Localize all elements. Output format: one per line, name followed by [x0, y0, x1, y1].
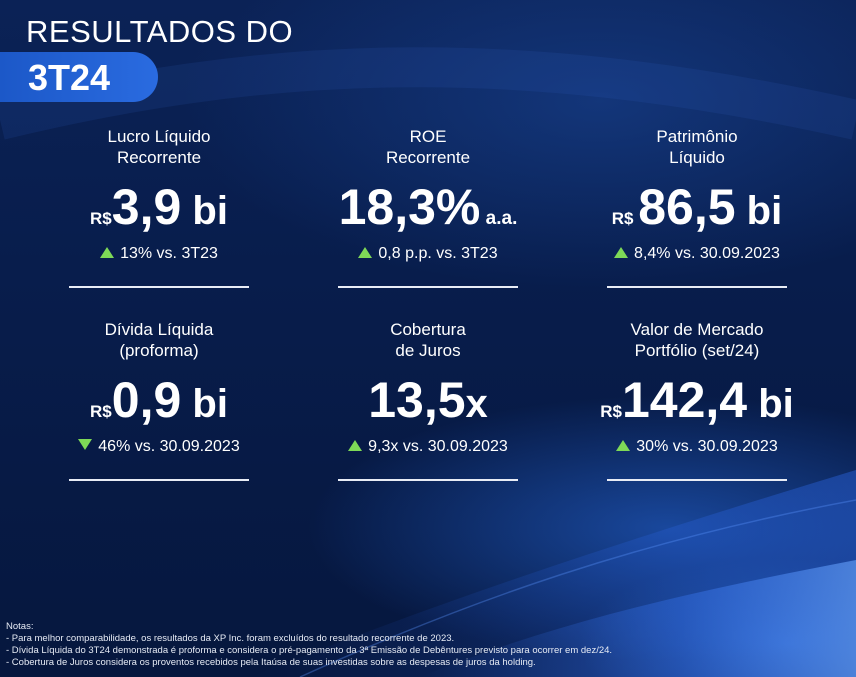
metric-divida-liquida: Dívida Líquida (proforma) R$0,9 bi 46% v… [34, 319, 284, 481]
metric-value: 18,3% a.a. [303, 178, 553, 236]
metric-currency-prefix: R$ [90, 402, 112, 421]
arrow-up-icon [348, 440, 363, 451]
arrow-up-icon [358, 247, 373, 258]
metric-change: 30% vs. 30.09.2023 [572, 437, 822, 457]
metric-unit: bi [181, 382, 228, 426]
metric-label-line-1: Valor de Mercado [630, 320, 764, 339]
metric-unit: bi [735, 189, 783, 233]
metric-valor-mercado: Valor de Mercado Portfólio (set/24) R$14… [572, 319, 822, 481]
metric-label: Lucro Líquido Recorrente [34, 126, 284, 170]
metric-roe: ROE Recorrente 18,3% a.a. 0,8 p.p. vs. 3… [303, 126, 553, 288]
metric-value: R$3,9 bi [34, 178, 284, 236]
metric-change-text: 0,8 p.p. vs. 3T23 [378, 245, 498, 262]
metric-currency-prefix: R$ [90, 209, 112, 228]
metric-divider [69, 479, 249, 481]
metric-label-line-2: Recorrente [116, 148, 202, 167]
metric-label: Cobertura de Juros [303, 319, 553, 363]
metric-change-text: 9,3x vs. 30.09.2023 [368, 438, 508, 455]
metric-value: R$142,4 bi [572, 371, 822, 429]
metric-label-line-2: (proforma) [119, 341, 199, 360]
metric-value: R$ 86,5 bi [572, 178, 822, 236]
metric-label-line-2: Portfólio (set/24) [634, 341, 760, 360]
metric-unit: bi [181, 189, 228, 233]
arrow-down-icon [78, 439, 93, 450]
metric-label-line-1: Dívida Líquida [104, 320, 214, 339]
footnotes-heading: Notas: [6, 621, 34, 632]
metric-label: Dívida Líquida (proforma) [34, 319, 284, 363]
metric-suffix: a.a. [480, 208, 518, 229]
metric-lucro-liquido: Lucro Líquido Recorrente R$3,9 bi 13% vs… [34, 126, 284, 288]
footnote-item: - Cobertura de Juros considera os proven… [6, 657, 536, 668]
metric-cobertura-juros: Cobertura de Juros 13,5x 9,3x vs. 30.09.… [303, 319, 553, 481]
metric-label-line-1: Lucro Líquido [107, 127, 211, 146]
metric-number: 3,9 [111, 179, 182, 235]
metric-number: 0,9 [111, 372, 182, 428]
metric-change-text: 30% vs. 30.09.2023 [636, 438, 778, 455]
metric-label-line-2: Recorrente [385, 148, 471, 167]
metric-change-text: 46% vs. 30.09.2023 [98, 438, 240, 455]
metric-label: ROE Recorrente [303, 126, 553, 170]
title-line-2: 3T24 [28, 57, 111, 98]
metric-label-line-2: Líquido [669, 148, 725, 167]
metric-divider [607, 286, 787, 288]
metric-label: Valor de Mercado Portfólio (set/24) [572, 319, 822, 363]
metric-unit: x [465, 382, 488, 426]
footnote-item: - Dívida Líquida do 3T24 demonstrada é p… [6, 645, 613, 656]
metric-patrimonio-liquido: Patrimônio Líquido R$ 86,5 bi 8,4% vs. 3… [572, 126, 822, 288]
metric-value: R$0,9 bi [34, 371, 284, 429]
metric-number: 142,4 [621, 372, 748, 428]
arrow-up-icon [614, 247, 629, 258]
metric-change-text: 8,4% vs. 30.09.2023 [634, 245, 780, 262]
metric-label: Patrimônio Líquido [572, 126, 822, 170]
metric-value: 13,5x [303, 371, 553, 429]
metric-change-text: 13% vs. 3T23 [120, 245, 218, 262]
metric-change: 46% vs. 30.09.2023 [34, 437, 284, 457]
metric-number: 13,5 [368, 372, 466, 428]
metric-number: 86,5 [638, 179, 736, 235]
title-pill-background [0, 52, 158, 102]
metric-divider [338, 479, 518, 481]
metric-currency-prefix: R$ [600, 402, 622, 421]
arrow-up-icon [100, 247, 115, 258]
metric-label-line-1: Cobertura [390, 320, 466, 339]
metric-divider [69, 286, 249, 288]
metric-divider [607, 479, 787, 481]
metric-label-line-1: ROE [409, 127, 447, 146]
metric-change: 8,4% vs. 30.09.2023 [572, 244, 822, 264]
metric-change: 13% vs. 3T23 [34, 244, 284, 264]
metric-number: 18,3% [338, 179, 481, 235]
metric-change: 9,3x vs. 30.09.2023 [303, 437, 553, 457]
title-line-1: RESULTADOS DO [26, 14, 294, 49]
footnote-item: - Para melhor comparabilidade, os result… [6, 633, 455, 644]
metric-label-line-2: de Juros [395, 341, 461, 360]
metric-divider [338, 286, 518, 288]
metric-unit: bi [747, 382, 794, 426]
footnotes: Notas: - Para melhor comparabilidade, os… [6, 621, 612, 669]
arrow-up-icon [616, 440, 631, 451]
metric-label-line-1: Patrimônio [656, 127, 738, 146]
metric-currency-prefix: R$ [611, 209, 639, 228]
metric-change: 0,8 p.p. vs. 3T23 [303, 244, 553, 264]
